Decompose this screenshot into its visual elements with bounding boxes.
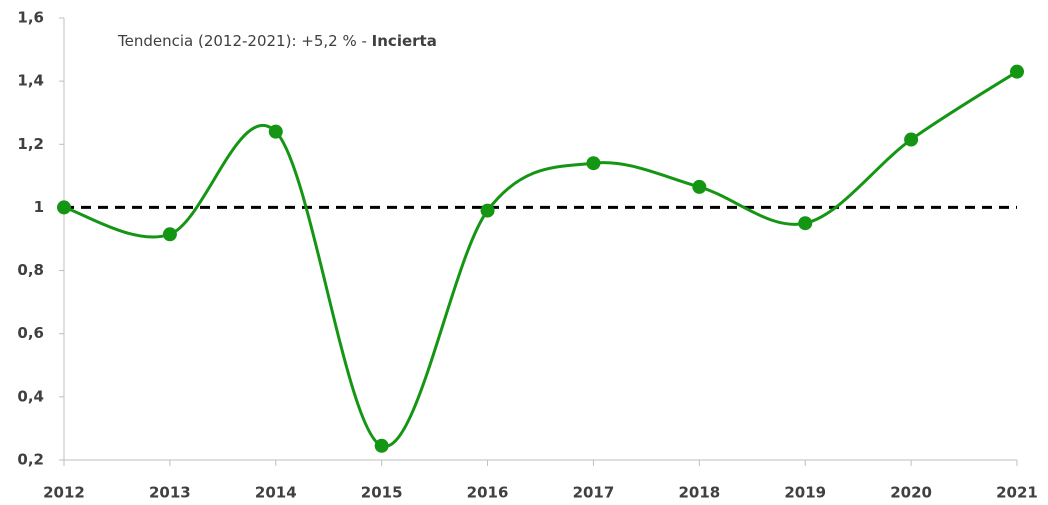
- marker: [798, 216, 813, 231]
- x-tick-label: 2021: [996, 484, 1038, 502]
- marker: [692, 179, 707, 194]
- x-tick-label: 2013: [149, 484, 191, 502]
- x-tick-label: 2016: [467, 484, 509, 502]
- x-tick-label: 2019: [784, 484, 826, 502]
- y-tick-label: 0,6: [17, 324, 44, 342]
- x-tick-label: 2018: [678, 484, 720, 502]
- annotation-emphasis: Incierta: [372, 32, 437, 50]
- y-tick-label: 1,2: [17, 135, 44, 153]
- marker: [374, 438, 389, 453]
- marker: [268, 124, 283, 139]
- x-tick-label: 2015: [361, 484, 403, 502]
- y-tick-label: 0,2: [17, 451, 44, 469]
- marker: [480, 203, 495, 218]
- y-tick-label: 1: [34, 198, 44, 216]
- y-tick-label: 0,4: [17, 387, 44, 405]
- annotation: Tendencia (2012-2021): +5,2 % - Incierta: [117, 32, 437, 50]
- annotation-text: Tendencia (2012-2021): +5,2 % -: [117, 32, 372, 50]
- line: [63, 70, 1018, 448]
- marker: [904, 132, 919, 147]
- y-tick-label: 1,6: [17, 9, 44, 27]
- x-tick-label: 2020: [890, 484, 932, 502]
- x-tick-label: 2017: [573, 484, 615, 502]
- marker: [586, 156, 601, 171]
- marker: [57, 200, 71, 215]
- y-tick-label: 1,4: [17, 72, 44, 90]
- x-tick-label: 2014: [255, 484, 297, 502]
- marker: [162, 227, 177, 242]
- marker: [1010, 64, 1024, 79]
- y-tick-label: 0,8: [17, 261, 44, 279]
- x-tick-label: 2012: [43, 484, 85, 502]
